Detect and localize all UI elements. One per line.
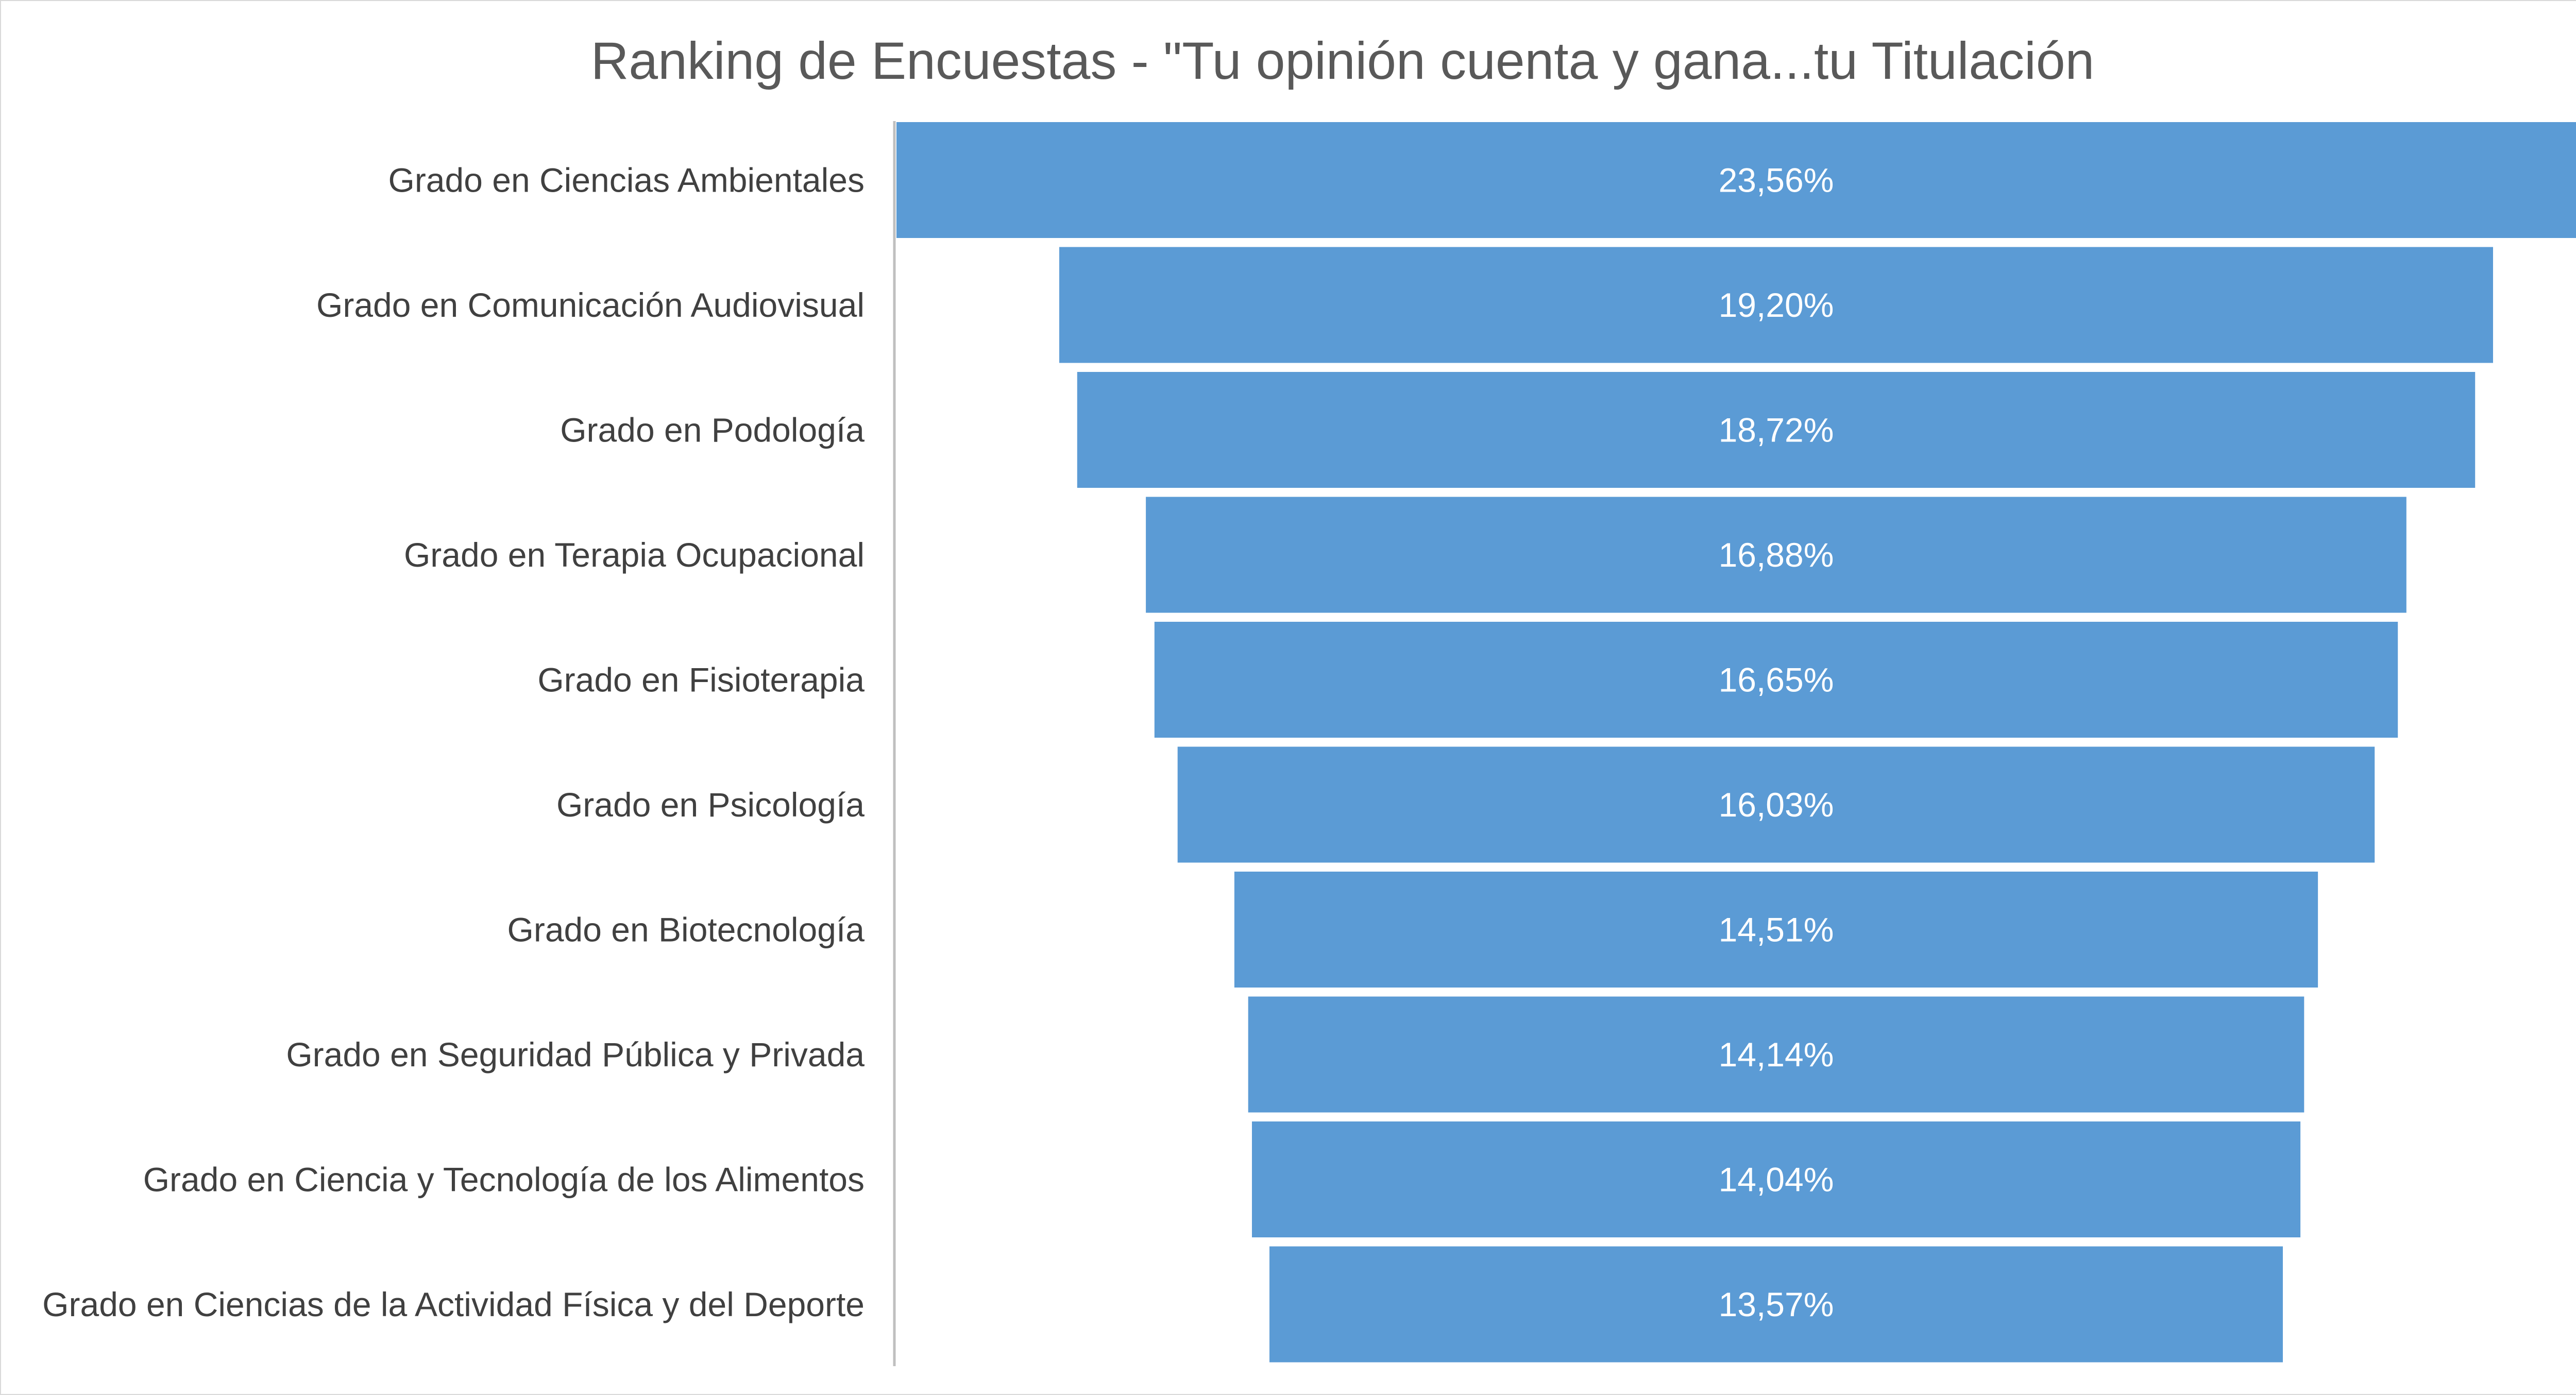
funnel-bar (1269, 1246, 2283, 1363)
category-label: Grado en Podología (560, 411, 865, 449)
funnel-bar (1154, 622, 2398, 738)
bar-value-label: 14,14% (1719, 1035, 1834, 1074)
bar-value-label: 16,03% (1719, 786, 1834, 824)
bar-value-label: 18,72% (1719, 411, 1834, 449)
funnel-bar (1248, 996, 2304, 1113)
bar-value-label: 16,65% (1719, 661, 1834, 699)
category-label: Grado en Psicología (556, 786, 865, 824)
bar-value-label: 13,57% (1719, 1285, 1834, 1323)
funnel-bar (1252, 1121, 2301, 1237)
category-label: Grado en Seguridad Pública y Privada (286, 1035, 865, 1074)
funnel-bar (1177, 746, 2375, 863)
bar-value-label: 23,56% (1719, 161, 1834, 199)
bar-value-label: 14,04% (1719, 1161, 1834, 1199)
funnel-bar (1077, 372, 2476, 488)
data-labels-group: 23,56% 19,20% 18,72% 16,88% 16,65% 16,03% 14,5… (1719, 161, 1834, 1324)
funnel-bar (1146, 497, 2406, 613)
chart-title: Ranking de Encuestas - "Tu opinión cuent… (591, 31, 2095, 90)
funnel-bar (896, 122, 2576, 238)
category-label: Grado en Ciencias de la Actividad Física… (42, 1285, 865, 1323)
category-label: Grado en Biotecnología (507, 911, 865, 949)
category-label: Grado en Ciencias Ambientales (388, 161, 865, 199)
category-labels-group: Grado en Ciencias Ambientales Grado en Co… (42, 161, 865, 1324)
bar-value-label: 16,88% (1719, 536, 1834, 574)
category-label: Grado en Ciencia y Tecnología de los Ali… (143, 1161, 865, 1199)
bar-value-label: 19,20% (1719, 286, 1834, 324)
category-label: Grado en Comunicación Audiovisual (316, 286, 865, 324)
funnel-bar (1234, 872, 2318, 988)
funnel-bar (1059, 247, 2493, 363)
category-label: Grado en Terapia Ocupacional (404, 536, 865, 574)
bar-value-label: 14,51% (1719, 911, 1834, 949)
bars-group (896, 122, 2576, 1363)
category-label: Grado en Fisioterapia (537, 661, 865, 699)
